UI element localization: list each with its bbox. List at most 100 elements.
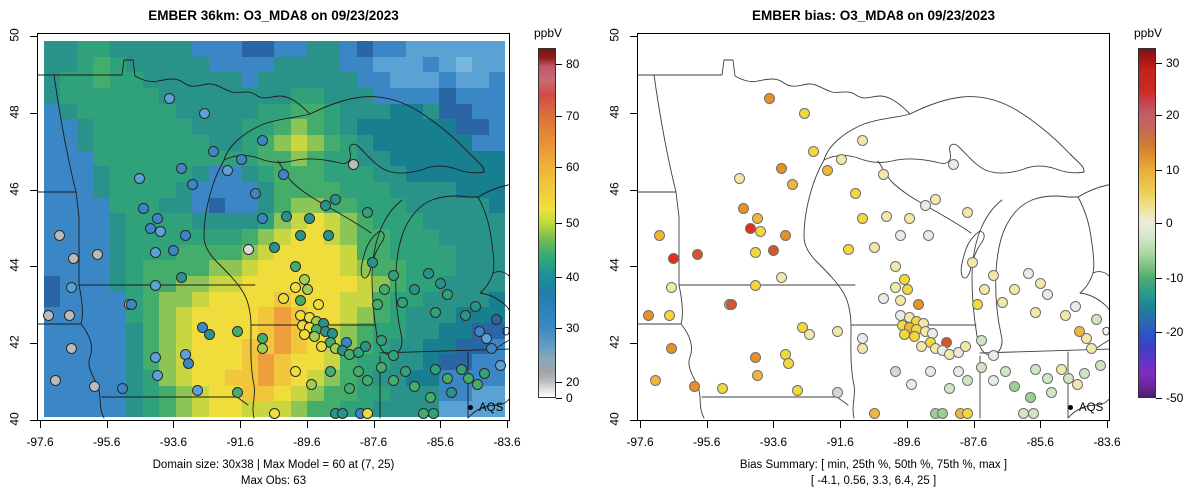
station-marker[interactable] (1069, 300, 1081, 312)
station-marker[interactable] (149, 279, 161, 291)
station-marker[interactable] (54, 230, 66, 242)
station-marker[interactable] (250, 188, 262, 200)
station-marker[interactable] (791, 384, 803, 396)
station-marker[interactable] (89, 381, 101, 393)
station-marker[interactable] (733, 172, 745, 184)
station-marker[interactable] (906, 379, 918, 391)
station-marker[interactable] (269, 407, 280, 419)
station-marker[interactable] (455, 363, 467, 375)
station-marker[interactable] (203, 329, 215, 341)
station-marker[interactable] (294, 230, 306, 242)
station-marker[interactable] (409, 381, 421, 393)
station-marker[interactable] (890, 365, 901, 377)
station-marker[interactable] (180, 230, 192, 242)
station-marker[interactable] (976, 335, 988, 347)
station-marker[interactable] (191, 384, 203, 396)
station-marker[interactable] (486, 342, 498, 354)
station-marker[interactable] (796, 321, 808, 333)
station-marker[interactable] (689, 381, 701, 393)
station-marker[interactable] (308, 331, 320, 343)
station-marker[interactable] (376, 335, 388, 347)
station-marker[interactable] (301, 283, 313, 295)
station-marker[interactable] (133, 172, 145, 184)
station-marker[interactable] (878, 169, 890, 181)
station-marker[interactable] (117, 382, 129, 394)
station-marker[interactable] (880, 211, 892, 223)
station-marker[interactable] (988, 350, 1000, 362)
station-marker[interactable] (430, 306, 442, 318)
station-marker[interactable] (208, 146, 220, 158)
station-marker[interactable] (754, 226, 766, 238)
station-marker[interactable] (663, 310, 675, 322)
station-marker[interactable] (831, 386, 843, 398)
station-marker[interactable] (962, 375, 974, 387)
station-marker[interactable] (1095, 360, 1107, 372)
station-marker[interactable] (857, 212, 869, 224)
station-marker[interactable] (988, 270, 1000, 282)
station-marker[interactable] (353, 365, 365, 377)
station-marker[interactable] (257, 342, 269, 354)
station-marker[interactable] (65, 281, 77, 293)
station-marker[interactable] (749, 279, 761, 291)
station-marker[interactable] (360, 340, 372, 352)
station-marker[interactable] (1009, 381, 1021, 393)
station-marker[interactable] (278, 169, 290, 181)
station-marker[interactable] (479, 367, 491, 379)
station-marker[interactable] (749, 352, 761, 364)
station-marker[interactable] (348, 159, 360, 171)
station-marker[interactable] (915, 340, 927, 352)
station-marker[interactable] (1041, 373, 1053, 385)
station-marker[interactable] (290, 281, 301, 293)
station-marker[interactable] (187, 178, 199, 190)
station-marker[interactable] (362, 375, 374, 387)
station-marker[interactable] (231, 386, 243, 398)
station-marker[interactable] (749, 247, 761, 259)
station-marker[interactable] (257, 212, 269, 224)
station-marker[interactable] (320, 199, 332, 211)
station-marker[interactable] (654, 230, 666, 242)
station-marker[interactable] (752, 212, 764, 224)
station-marker[interactable] (495, 360, 507, 372)
station-marker[interactable] (953, 365, 965, 377)
station-marker[interactable] (798, 107, 810, 119)
bias-map[interactable]: AQS (637, 33, 1110, 421)
station-marker[interactable] (430, 363, 442, 375)
station-marker[interactable] (280, 211, 292, 223)
station-marker[interactable] (427, 407, 439, 419)
station-marker[interactable] (269, 241, 280, 253)
station-marker[interactable] (322, 230, 334, 242)
station-marker[interactable] (399, 365, 411, 377)
station-marker[interactable] (49, 375, 61, 387)
station-marker[interactable] (388, 270, 400, 282)
station-marker[interactable] (154, 226, 166, 238)
station-marker[interactable] (42, 310, 54, 322)
station-marker[interactable] (1046, 386, 1058, 398)
station-marker[interactable] (388, 375, 400, 387)
station-marker[interactable] (376, 361, 388, 373)
station-marker[interactable] (306, 379, 318, 391)
station-marker[interactable] (920, 199, 932, 211)
station-marker[interactable] (474, 325, 486, 337)
station-marker[interactable] (745, 222, 757, 234)
station-marker[interactable] (869, 241, 880, 253)
station-marker[interactable] (290, 260, 301, 272)
station-marker[interactable] (953, 346, 965, 358)
station-marker[interactable] (948, 159, 960, 171)
station-marker[interactable] (294, 295, 306, 307)
station-marker[interactable] (962, 207, 974, 219)
station-marker[interactable] (278, 293, 290, 305)
station-marker[interactable] (665, 342, 677, 354)
station-marker[interactable] (668, 253, 680, 265)
station-marker[interactable] (725, 298, 737, 310)
station-marker[interactable] (649, 375, 661, 387)
station-marker[interactable] (441, 289, 453, 301)
station-marker[interactable] (850, 188, 862, 200)
station-marker[interactable] (353, 346, 365, 358)
station-marker[interactable] (1079, 367, 1091, 379)
station-marker[interactable] (1055, 363, 1067, 375)
station-marker[interactable] (362, 407, 374, 419)
station-marker[interactable] (163, 92, 175, 104)
station-marker[interactable] (138, 203, 150, 215)
station-marker[interactable] (836, 153, 848, 165)
station-marker[interactable] (763, 92, 775, 104)
